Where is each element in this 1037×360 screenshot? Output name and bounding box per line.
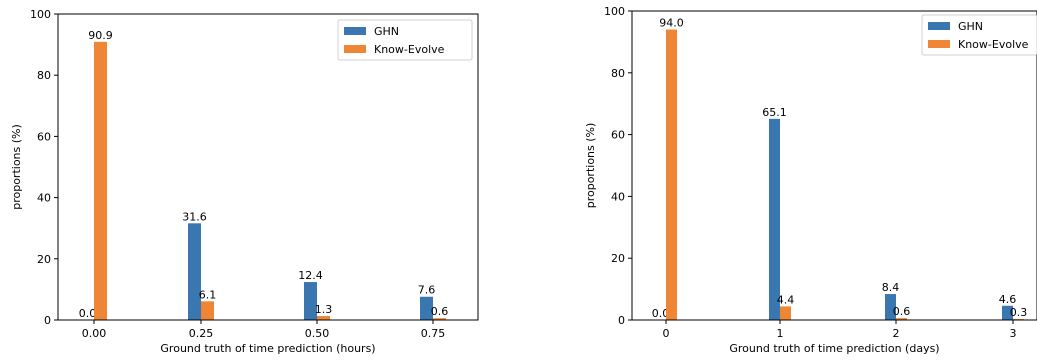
plot-frame [631,10,1037,321]
data-label: 4.4 [777,293,795,306]
data-label: 90.9 [88,29,113,42]
x-tick-label: 0.25 [189,327,214,340]
y-tick-label: 60 [611,129,625,142]
plot-frame [57,13,479,321]
chart-2: 0.0 65.1 8.4 4.6 94.0 4.4 0.6 0.3 0 20 40 60 80 100 0 1… [584,5,1037,355]
data-label: 12.4 [298,269,323,282]
legend-swatch [344,45,366,53]
chart-1: 0.0 31.6 12.4 7.6 90.9 6.1 1.3 0.6 0 20 40 60 80 100 0… [10,8,479,355]
data-label: 8.4 [882,281,900,294]
legend-label: GHN [374,25,399,38]
x-tick-label: 0.00 [82,327,107,340]
data-label: 65.1 [762,106,787,119]
y-tick-label: 100 [30,8,51,21]
data-label: 31.6 [182,210,207,223]
x-axis-label: Ground truth of time prediction (hours) [160,342,375,355]
bar-know-evolve-0 [94,41,107,320]
data-label: 6.1 [199,288,217,301]
y-tick-label: 40 [37,192,51,205]
y-axis-label: proportions (%) [584,123,597,209]
bar-know-evolve-1 [780,306,791,320]
y-tick-label: 20 [37,253,51,266]
x-tick-label: 0 [663,327,670,340]
data-label: 0.6 [431,305,449,318]
x-tick-label: 1 [777,327,784,340]
legend-swatch [344,27,366,35]
x-tick-label: 0.75 [421,327,446,340]
y-tick-label: 100 [604,5,625,18]
bar-ghn-1 [769,118,780,320]
legend-label: GHN [958,20,983,33]
data-label: 0.3 [1010,306,1028,319]
data-label: 4.6 [999,293,1017,306]
x-tick-label: 3 [1010,327,1017,340]
bar-know-evolve-3 [433,318,446,320]
bar-ghn-3 [1002,305,1013,320]
y-tick-label: 80 [37,69,51,82]
legend: GHN Know-Evolve [921,14,1037,56]
bar-know-evolve-2 [317,316,330,320]
legend-swatch [928,22,950,30]
data-label: 94.0 [659,17,684,30]
y-axis-label: proportions (%) [10,124,23,210]
x-tick-label: 0.50 [305,327,330,340]
bar-ghn-1 [188,223,201,320]
legend: GHN Know-Evolve [337,19,473,61]
bar-ghn-3 [420,296,433,320]
y-tick-label: 40 [611,190,625,203]
bar-ghn-2 [885,294,896,320]
data-label: 0.6 [893,305,911,318]
x-tick-label: 2 [893,327,900,340]
data-label: 1.3 [315,303,333,316]
data-label: 0.0 [79,307,97,320]
legend-label: Know-Evolve [374,43,445,56]
bar-know-evolve-2 [896,318,907,320]
data-label: 0.0 [652,307,670,320]
y-tick-label: 0 [44,314,51,327]
bar-know-evolve-1 [201,301,214,320]
x-axis-label: Ground truth of time prediction (days) [729,342,939,355]
y-tick-label: 60 [37,130,51,143]
bar-know-evolve-0 [666,29,677,320]
y-tick-label: 20 [611,252,625,265]
data-label: 7.6 [418,284,436,297]
y-tick-label: 80 [611,67,625,80]
legend-swatch [928,40,950,48]
legend-box [921,14,1037,56]
legend-label: Know-Evolve [958,38,1029,51]
y-tick-label: 0 [618,314,625,327]
legend-box [337,19,473,61]
bar-ghn-2 [304,282,317,320]
